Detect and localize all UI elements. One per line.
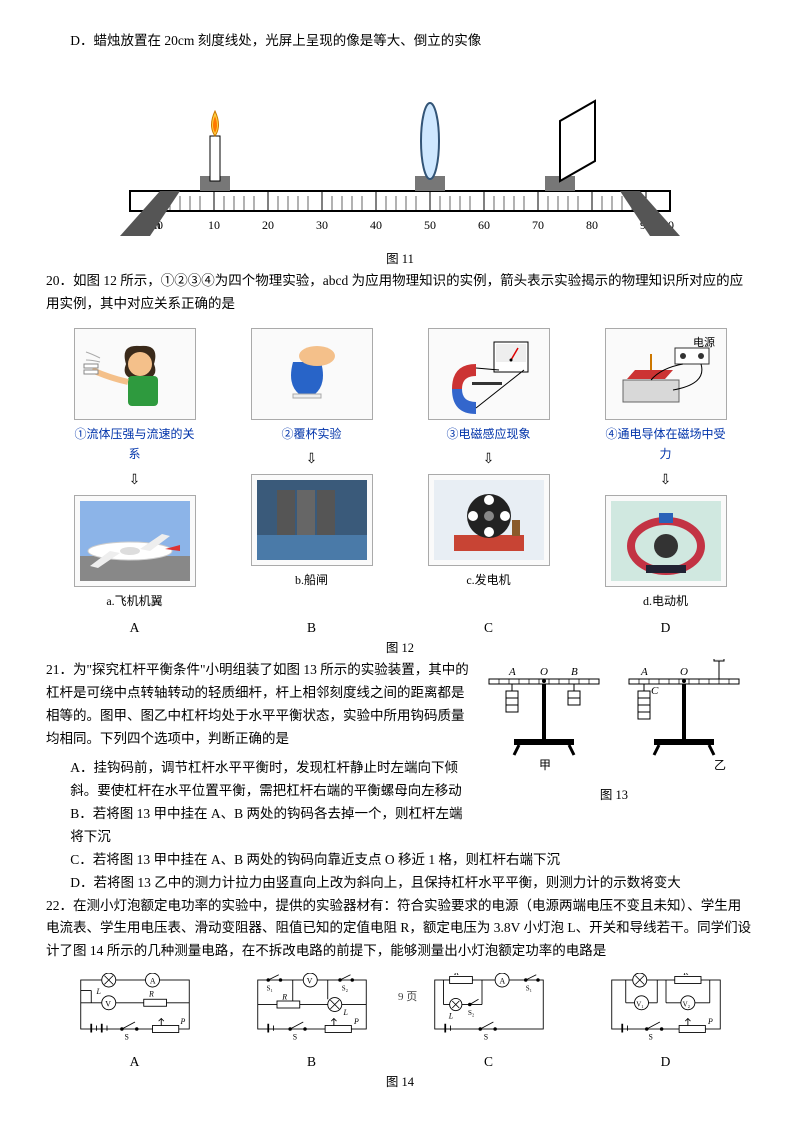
down-arrow-icon: ⇩	[247, 448, 377, 472]
svg-text:R: R	[453, 973, 459, 977]
svg-text:L: L	[447, 1012, 452, 1021]
svg-text:R: R	[148, 990, 154, 999]
svg-text:20: 20	[262, 218, 274, 232]
svg-text:S₁: S₁	[525, 985, 531, 993]
svg-text:A: A	[508, 666, 516, 678]
svg-text:L: L	[342, 1008, 347, 1017]
q22-letter-c: C	[484, 1054, 493, 1069]
figure-11-optical-bench: cm 0 1020 3040 5060 7080 90100	[100, 61, 700, 249]
svg-text:80: 80	[586, 218, 598, 232]
q21-option-d: D．若将图 13 乙中的测力计拉力由竖直向上改为斜向上，且保持杠杆水平平衡，则测…	[70, 872, 754, 895]
q20: 20．如图 12 所示，①②③④为四个物理实验，abcd 为应用物理知识的实例，…	[46, 270, 754, 316]
svg-text:P: P	[353, 1017, 359, 1026]
svg-text:30: 30	[316, 218, 328, 232]
down-arrow-icon: ⇩	[70, 469, 200, 493]
circuit-c: R A S₁ L S₂ S	[419, 973, 559, 1043]
q20-app-c-caption: c.发电机	[424, 570, 554, 590]
choice-C: C	[424, 617, 554, 640]
svg-text:S: S	[483, 1033, 487, 1042]
circuit-b: S₁ V S₂ L R S P	[242, 973, 382, 1043]
q20-app-a-image	[74, 495, 196, 587]
down-arrow-icon: ⇩	[601, 469, 731, 493]
svg-text:R: R	[682, 973, 688, 977]
q20-exp2-caption: ②覆杯实验	[247, 424, 377, 444]
svg-text:R: R	[281, 993, 287, 1002]
svg-text:O: O	[680, 666, 688, 678]
svg-text:S₂: S₂	[341, 985, 348, 993]
q20-choice-letters: A B C D	[46, 617, 754, 640]
svg-text:S₁: S₁	[266, 985, 272, 993]
q20-app-b-caption: b.船闸	[247, 570, 377, 590]
q20-app-d-caption: d.电动机	[601, 591, 731, 611]
svg-text:A: A	[499, 977, 505, 986]
figure-13-caption: 图 13	[474, 785, 754, 806]
svg-text:40: 40	[370, 218, 382, 232]
svg-text:60: 60	[478, 218, 490, 232]
q19-option-d: D．蜡烛放置在 20cm 刻度线处，光屏上呈现的像是等大、倒立的实像	[70, 30, 754, 53]
q21-number: 21．	[46, 662, 73, 677]
svg-text:O: O	[540, 666, 548, 678]
svg-text:V₁: V₁	[636, 1001, 644, 1009]
q20-exp1-caption: ①流体压强与流速的关系	[70, 424, 200, 465]
svg-text:10: 10	[208, 218, 220, 232]
svg-text:乙: 乙	[714, 758, 726, 772]
svg-text:V₂: V₂	[682, 1001, 690, 1009]
svg-text:P: P	[179, 1017, 185, 1026]
q21-option-b: B．若将图 13 甲中挂在 A、B 两处的钩码各去掉一个，则杠杆左端将下沉	[70, 803, 474, 849]
svg-text:P: P	[707, 1017, 713, 1026]
svg-text:50: 50	[424, 218, 436, 232]
q20-app-a-caption: a.飞机机翼	[70, 591, 200, 611]
q20-exp3-image	[428, 328, 550, 420]
q22-stem: 在测小灯泡额定电功率的实验中，提供的实验器材有：符合实验要求的电源（电源两端电压…	[46, 898, 751, 959]
svg-text:S₂: S₂	[468, 1009, 475, 1017]
q22-letter-b: B	[237, 1051, 387, 1074]
q22-letter-a: A	[60, 1051, 210, 1074]
svg-text:甲: 甲	[539, 758, 551, 772]
svg-text:S: S	[292, 1033, 296, 1042]
page-number: 9 页	[398, 988, 417, 1007]
svg-text:电源: 电源	[693, 335, 715, 349]
figure-13: A O B 甲	[474, 659, 754, 849]
figure-11-caption: 图 11	[46, 249, 754, 270]
figure-12-caption: 图 12	[46, 638, 754, 659]
q21-option-c: C．若将图 13 甲中挂在 A、B 两处的钩码向靠近支点 O 移近 1 格，则杠…	[70, 849, 754, 872]
choice-B: B	[247, 617, 377, 640]
svg-text:L: L	[95, 987, 100, 996]
q20-exp2-image	[251, 328, 373, 420]
q21-stem: 为"探究杠杆平衡条件"小明组装了如图 13 所示的实验装置，其中的杠杆是可绕中点…	[46, 662, 469, 746]
svg-text:70: 70	[532, 218, 544, 232]
circuit-d: L R V₁ V₂ S P	[596, 973, 736, 1043]
q20-exp4-image: 电源	[605, 328, 727, 420]
q21: 21．为"探究杠杆平衡条件"小明组装了如图 13 所示的实验装置，其中的杠杆是可…	[46, 659, 474, 751]
q20-exp1-image	[74, 328, 196, 420]
q20-app-b-image	[251, 474, 373, 566]
q22-letter-d: D	[591, 1051, 741, 1074]
q20-app-c-image	[428, 474, 550, 566]
q21-option-a: A．挂钩码前，调节杠杆水平平衡时，发现杠杆静止时左端向下倾斜。要使杠杆在水平位置…	[70, 757, 474, 803]
svg-text:L: L	[635, 973, 640, 974]
svg-text:S: S	[648, 1033, 652, 1042]
q20-exp3-caption: ③电磁感应现象	[424, 424, 554, 444]
svg-text:C: C	[651, 685, 659, 697]
down-arrow-icon: ⇩	[424, 448, 554, 472]
q22: 22．在测小灯泡额定电功率的实验中，提供的实验器材有：符合实验要求的电源（电源两…	[46, 895, 754, 964]
svg-text:B: B	[571, 666, 578, 678]
q20-exp4-caption: ④通电导体在磁场中受力	[601, 424, 731, 465]
q22-number: 22．	[46, 898, 73, 913]
choice-A: A	[70, 617, 200, 640]
q20-experiment-row: ①流体压强与流速的关系 ⇩ a.飞机机翼 ②覆杯实验 ⇩	[46, 328, 754, 611]
q20-stem: 如图 12 所示，①②③④为四个物理实验，abcd 为应用物理知识的实例，箭头表…	[46, 273, 743, 311]
choice-D: D	[601, 617, 731, 640]
svg-text:A: A	[149, 977, 155, 986]
q20-number: 20．	[46, 273, 73, 288]
circuit-a: A V L R S P	[65, 973, 205, 1043]
q20-app-d-image	[605, 495, 727, 587]
svg-text:A: A	[640, 666, 648, 678]
svg-text:V: V	[306, 977, 312, 986]
svg-text:V: V	[105, 1000, 111, 1009]
figure-14-caption: 图 14	[46, 1072, 754, 1093]
svg-text:S: S	[124, 1033, 128, 1042]
